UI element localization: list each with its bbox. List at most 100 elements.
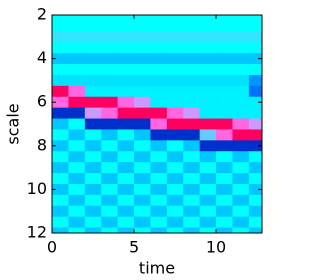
heatmap-cell bbox=[52, 118, 69, 130]
heatmap-cell bbox=[68, 151, 86, 163]
x-axis-label: time bbox=[139, 259, 175, 278]
heatmap-cell bbox=[117, 183, 135, 196]
heatmap-cell bbox=[134, 42, 151, 54]
heatmap-cell bbox=[150, 107, 168, 120]
y-tick-label: 8 bbox=[37, 135, 47, 154]
heatmap-cell bbox=[232, 129, 250, 141]
heatmap-cell bbox=[52, 53, 69, 65]
heatmap-cell bbox=[199, 194, 217, 207]
heatmap-cell bbox=[248, 85, 262, 98]
heatmap-cell bbox=[183, 216, 201, 229]
heatmap-cell bbox=[134, 205, 151, 218]
heatmap-cell bbox=[150, 20, 168, 32]
heatmap-cell bbox=[166, 96, 184, 109]
heatmap-cell bbox=[232, 107, 250, 120]
heatmap-cell bbox=[248, 15, 262, 21]
heatmap-cell bbox=[166, 173, 184, 185]
heatmap-cell bbox=[183, 140, 201, 152]
heatmap-cell bbox=[216, 53, 233, 65]
heatmap-cell bbox=[216, 151, 233, 163]
heatmap-cell bbox=[150, 140, 168, 152]
heatmap-cell bbox=[68, 118, 86, 130]
heatmap-cell bbox=[232, 205, 250, 218]
heatmap-cell bbox=[101, 31, 119, 43]
heatmap-cell bbox=[101, 216, 119, 229]
heatmap-cell bbox=[117, 42, 135, 54]
heatmap-cell bbox=[101, 118, 119, 130]
heatmap-cell bbox=[150, 129, 168, 141]
heatmap-cell bbox=[199, 15, 217, 21]
heatmap-cell bbox=[248, 173, 262, 185]
heatmap-cell bbox=[68, 74, 86, 87]
heatmap-cell bbox=[216, 205, 233, 218]
heatmap-cell bbox=[134, 216, 151, 229]
heatmap-cell bbox=[183, 31, 201, 43]
heatmap-cell bbox=[199, 151, 217, 163]
heatmap-cell bbox=[52, 162, 69, 174]
heatmap-cell bbox=[183, 53, 201, 65]
heatmap-cell bbox=[248, 20, 262, 32]
heatmap-cell bbox=[216, 194, 233, 207]
heatmap-cell bbox=[117, 85, 135, 98]
heatmap-cell bbox=[216, 216, 233, 229]
heatmap-cell bbox=[199, 107, 217, 120]
heatmap-cell bbox=[183, 162, 201, 174]
heatmap-cell bbox=[52, 15, 69, 21]
heatmap-cell bbox=[84, 173, 102, 185]
heatmap-cell bbox=[199, 216, 217, 229]
heatmap-cell bbox=[199, 118, 217, 130]
heatmap-cell bbox=[232, 42, 250, 54]
heatmap-cell bbox=[166, 20, 184, 32]
heatmap-cell bbox=[101, 74, 119, 87]
heatmap-cell bbox=[52, 96, 69, 109]
heatmap-cell bbox=[199, 162, 217, 174]
heatmap-cell bbox=[52, 140, 69, 152]
heatmap-cell bbox=[166, 162, 184, 174]
heatmap-cell bbox=[117, 173, 135, 185]
heatmap-cell bbox=[199, 53, 217, 65]
heatmap-cell bbox=[199, 173, 217, 185]
heatmap-cell bbox=[183, 151, 201, 163]
heatmap-cell bbox=[183, 194, 201, 207]
heatmap-cell bbox=[166, 85, 184, 98]
heatmap-cell bbox=[248, 151, 262, 163]
heatmap-cell bbox=[183, 183, 201, 196]
heatmap-cell bbox=[52, 216, 69, 229]
heatmap-cell bbox=[117, 162, 135, 174]
heatmap-cell bbox=[68, 31, 86, 43]
heatmap-cell bbox=[52, 64, 69, 76]
heatmap-cell bbox=[150, 42, 168, 54]
heatmap-cell bbox=[248, 140, 262, 152]
heatmap-cell bbox=[117, 129, 135, 141]
y-tick-label: 12 bbox=[27, 223, 47, 242]
heatmap-cell bbox=[166, 151, 184, 163]
heatmap-cell bbox=[150, 53, 168, 65]
heatmap-cell bbox=[84, 205, 102, 218]
heatmap-cell bbox=[134, 162, 151, 174]
heatmap-cell bbox=[134, 64, 151, 76]
heatmap-cell bbox=[216, 15, 233, 21]
heatmap-cell bbox=[101, 64, 119, 76]
heatmap-cell bbox=[52, 107, 69, 120]
heatmap-cell bbox=[68, 227, 86, 233]
heatmap-cell bbox=[117, 216, 135, 229]
heatmap-cell bbox=[166, 118, 184, 130]
heatmap-cell bbox=[150, 96, 168, 109]
plot-frame bbox=[51, 14, 263, 234]
heatmap-cell bbox=[101, 205, 119, 218]
heatmap-cell bbox=[101, 183, 119, 196]
heatmap-cell bbox=[101, 53, 119, 65]
heatmap-cell bbox=[68, 42, 86, 54]
heatmap-cell bbox=[134, 194, 151, 207]
heatmap-cell bbox=[150, 64, 168, 76]
heatmap-cell bbox=[166, 42, 184, 54]
heatmap-cell bbox=[101, 42, 119, 54]
heatmap-cell bbox=[232, 64, 250, 76]
heatmap-cell bbox=[134, 31, 151, 43]
heatmap-cell bbox=[166, 216, 184, 229]
heatmap-cell bbox=[216, 85, 233, 98]
heatmap-cell bbox=[52, 151, 69, 163]
heatmap-cell bbox=[68, 96, 86, 109]
heatmap-cell bbox=[101, 15, 119, 21]
x-tick-label: 10 bbox=[206, 238, 226, 257]
